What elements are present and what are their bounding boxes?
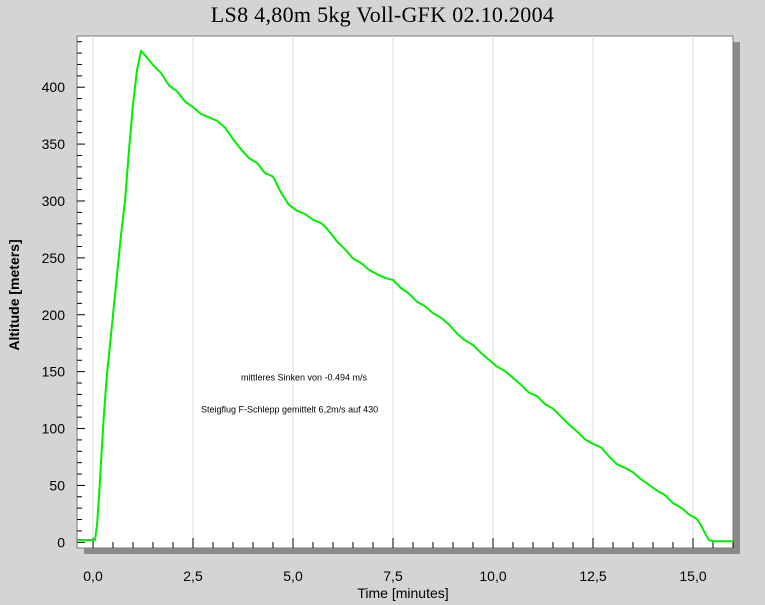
series-layer (77, 49, 733, 543)
y-tick-label: 0 (57, 534, 65, 550)
x-tick-label: 10,0 (479, 568, 506, 584)
x-tick-label: 0,0 (83, 568, 103, 584)
x-tick-label: 2,5 (183, 568, 203, 584)
y-tick-label: 300 (42, 193, 66, 209)
y-tick-label: 200 (42, 307, 66, 323)
x-tick-label: 7,5 (383, 568, 403, 584)
y-tick-label: 100 (42, 421, 66, 437)
chart-title: LS8 4,80m 5kg Voll-GFK 02.10.2004 (210, 2, 555, 27)
chart-annotation: Steigflug F-Schlepp gemittelt 6,2m/s auf… (201, 405, 378, 415)
x-tick-label: 5,0 (283, 568, 303, 584)
chart-annotation: mittleres Sinken von -0.494 m/s (241, 373, 368, 383)
altitude-series-line (77, 49, 733, 543)
y-tick-label: 50 (49, 477, 65, 493)
annotation-layer: mittleres Sinken von -0.494 m/s Steigflug… (201, 373, 378, 415)
x-axis-label: Time [minutes] (357, 585, 448, 601)
x-tick-label: 12,5 (579, 568, 606, 584)
x-tick-label: 15,0 (679, 568, 706, 584)
y-axis-label: Altitude [meters] (6, 239, 22, 350)
y-tick-label: 150 (42, 364, 66, 380)
tick-layer: 0,0 2,5 5,0 7,5 10,0 12,5 15,0 0 50 100 150 200 250 3… (42, 41, 734, 584)
y-tick-label: 400 (42, 79, 66, 95)
y-tick-label: 350 (42, 136, 66, 152)
y-tick-label: 250 (42, 250, 66, 266)
grid-layer (92, 36, 694, 548)
